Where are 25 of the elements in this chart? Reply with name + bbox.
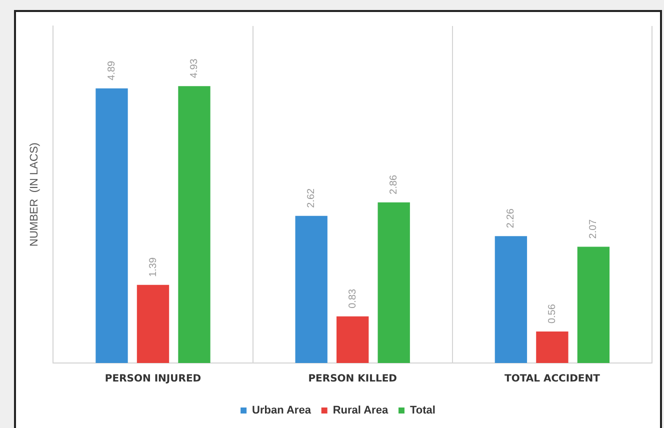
bar xyxy=(536,332,568,363)
bar xyxy=(136,284,170,363)
data-label: 2.07 xyxy=(588,218,600,239)
data-label: 1.39 xyxy=(148,257,159,277)
legend-label: Rural Area xyxy=(332,404,389,417)
bar xyxy=(295,216,328,363)
bar xyxy=(494,236,528,363)
data-label: 2.62 xyxy=(306,188,318,208)
legend-label: Total xyxy=(410,404,436,417)
y-axis-title: NUMBER (IN LACS) xyxy=(28,142,41,246)
data-label: 2.26 xyxy=(506,208,517,228)
x-tick-label: PERSON KILLED xyxy=(308,374,397,385)
bar xyxy=(178,86,210,363)
x-tick-label: PERSON INJURED xyxy=(104,374,202,385)
data-label: 2.86 xyxy=(388,174,400,194)
data-label: 0.83 xyxy=(347,288,358,308)
data-label: 4.93 xyxy=(189,58,200,78)
legend-label: Urban Area xyxy=(252,404,312,417)
data-label: 4.89 xyxy=(106,60,118,80)
bar xyxy=(378,202,410,363)
x-tick-label: TOTAL ACCIDENT xyxy=(504,374,600,385)
bar xyxy=(577,246,610,363)
bar xyxy=(336,316,369,363)
bar xyxy=(96,88,128,363)
data-label: 0.56 xyxy=(546,304,558,324)
